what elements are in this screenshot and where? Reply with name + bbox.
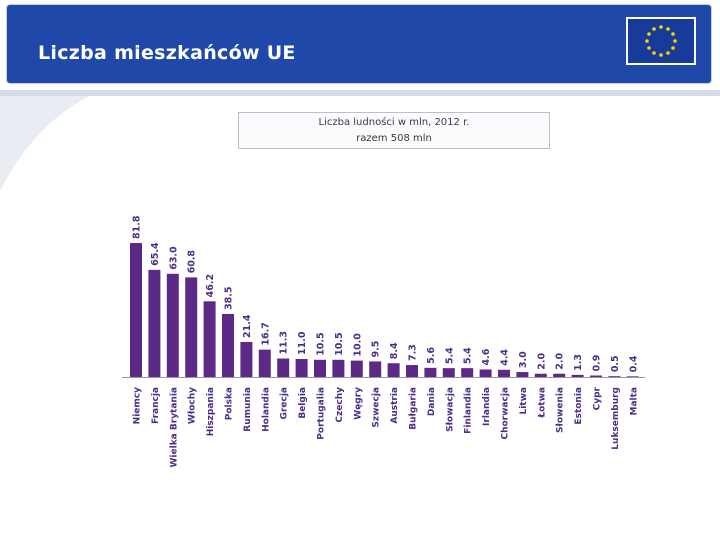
bar bbox=[479, 369, 492, 377]
category-label: Łotwa bbox=[537, 387, 547, 419]
bar bbox=[369, 361, 382, 377]
bar bbox=[442, 368, 455, 377]
category-label: Słowenia bbox=[556, 387, 566, 433]
bar bbox=[314, 359, 326, 377]
bar bbox=[553, 373, 566, 377]
category-label: Portugalia bbox=[317, 387, 327, 440]
bar bbox=[626, 376, 639, 377]
data-label: 16.7 bbox=[260, 322, 271, 345]
data-label: 5.4 bbox=[444, 347, 455, 364]
bar bbox=[590, 375, 602, 377]
chart-title: Liczba ludności w mln, 2012 r. bbox=[318, 117, 470, 128]
data-label: 5.6 bbox=[426, 347, 437, 364]
bar bbox=[277, 358, 290, 377]
category-label: Rumunia bbox=[243, 387, 253, 432]
data-label: 10.0 bbox=[352, 333, 363, 357]
bar bbox=[166, 273, 179, 377]
category-label: Słowacja bbox=[445, 387, 455, 432]
data-label: 4.6 bbox=[481, 348, 492, 365]
bar bbox=[258, 349, 271, 377]
data-label: 2.0 bbox=[555, 353, 566, 370]
bar bbox=[461, 368, 474, 377]
data-label: 65.4 bbox=[150, 242, 161, 266]
bar bbox=[406, 365, 418, 377]
data-label: 10.5 bbox=[334, 332, 345, 355]
bar bbox=[534, 373, 547, 377]
category-label: Bułgaria bbox=[409, 387, 419, 430]
category-label: Chorwacja bbox=[501, 387, 511, 440]
category-label: Holandia bbox=[261, 387, 271, 432]
category-label: Grecja bbox=[280, 387, 290, 419]
category-label: Austria bbox=[390, 387, 400, 424]
bar bbox=[608, 376, 621, 377]
data-label: 0.4 bbox=[628, 355, 639, 372]
data-label: 2.0 bbox=[536, 353, 547, 370]
data-label: 81.8 bbox=[132, 215, 143, 239]
bar bbox=[295, 358, 308, 377]
bar bbox=[424, 367, 437, 377]
data-label: 8.4 bbox=[389, 342, 400, 359]
bar bbox=[498, 369, 510, 377]
data-label: 46.2 bbox=[205, 274, 216, 297]
category-label: Węgry bbox=[353, 387, 363, 420]
data-label: 3.0 bbox=[518, 351, 529, 368]
chart-title-box: Liczba ludności w mln, 2012 r. razem 508… bbox=[238, 112, 550, 149]
category-label: Irlandia bbox=[482, 387, 492, 426]
category-label: Estonia bbox=[574, 387, 584, 425]
decorative-swoosh bbox=[0, 96, 90, 191]
category-label: Hiszpania bbox=[206, 387, 216, 436]
data-label: 60.8 bbox=[187, 250, 198, 274]
category-label: Francja bbox=[151, 387, 161, 424]
bar bbox=[222, 313, 234, 377]
data-label: 0.5 bbox=[610, 355, 621, 372]
category-label: Włochy bbox=[188, 387, 198, 424]
divider-band bbox=[0, 90, 720, 96]
category-label: Szwecja bbox=[372, 387, 382, 428]
chart-subtitle: razem 508 mln bbox=[356, 133, 432, 144]
data-label: 11.3 bbox=[279, 331, 290, 354]
data-label: 63.0 bbox=[168, 246, 179, 270]
bar bbox=[240, 341, 253, 377]
category-label: Niemcy bbox=[133, 387, 143, 424]
data-label: 9.5 bbox=[371, 341, 382, 358]
bar bbox=[203, 301, 216, 377]
category-label: Cypr bbox=[593, 386, 603, 410]
data-label: 4.4 bbox=[500, 349, 511, 366]
page-title: Liczba mieszkańców UE bbox=[38, 42, 296, 64]
data-label: 0.9 bbox=[592, 355, 603, 372]
category-label: Luksemburg bbox=[611, 387, 621, 450]
category-label: Dania bbox=[427, 387, 437, 416]
category-label: Wielka Brytania bbox=[169, 387, 179, 468]
bar bbox=[571, 374, 584, 377]
category-label: Belgia bbox=[298, 387, 308, 419]
category-label: Finlandia bbox=[464, 387, 474, 434]
bar bbox=[185, 277, 198, 377]
title-banner bbox=[6, 4, 712, 84]
category-label: Malta bbox=[629, 387, 639, 416]
eu-flag-icon bbox=[626, 17, 696, 65]
category-label: Polska bbox=[225, 387, 235, 420]
bar bbox=[148, 269, 161, 377]
data-label: 11.0 bbox=[297, 331, 308, 355]
data-label: 5.4 bbox=[463, 347, 474, 364]
category-label: Litwa bbox=[519, 387, 529, 415]
data-label: 1.3 bbox=[573, 354, 584, 371]
bar bbox=[130, 243, 142, 377]
data-label: 7.3 bbox=[408, 344, 419, 361]
bar bbox=[387, 363, 400, 377]
category-label: Czechy bbox=[335, 387, 345, 423]
data-label: 38.5 bbox=[224, 286, 235, 309]
bar bbox=[350, 360, 363, 377]
bar bbox=[516, 372, 529, 377]
bar bbox=[332, 359, 345, 377]
data-label: 21.4 bbox=[242, 314, 253, 338]
data-label: 10.5 bbox=[316, 332, 327, 355]
